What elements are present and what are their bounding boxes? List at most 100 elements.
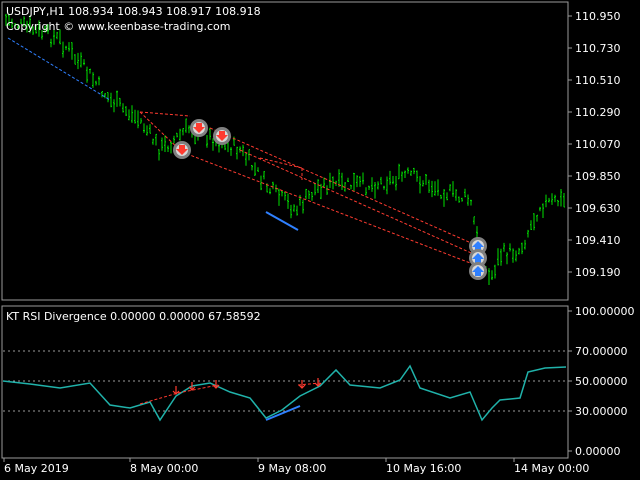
price-bar [563, 193, 565, 208]
price-divergence-lines [7, 37, 479, 267]
price-bar [71, 42, 73, 60]
price-bar [338, 169, 340, 187]
price-bar [173, 135, 175, 144]
svg-text:110.730: 110.730 [575, 42, 621, 55]
price-bar [458, 196, 460, 203]
price-bar [125, 106, 127, 116]
price-tick: 110.730 [568, 42, 621, 55]
price-bar [272, 181, 274, 190]
price-bar [398, 163, 400, 180]
price-bar [293, 204, 295, 212]
svg-text:110.510: 110.510 [575, 74, 621, 87]
price-bar [464, 188, 466, 198]
svg-text:109.850: 109.850 [575, 170, 621, 183]
price-bar [341, 172, 343, 190]
price-bar [425, 174, 427, 185]
price-bar [386, 176, 388, 195]
price-bar [524, 239, 526, 250]
price-bar [368, 185, 370, 190]
price-bar [422, 180, 424, 187]
price-bar [503, 242, 505, 252]
price-bar [377, 181, 379, 190]
price-bar [110, 92, 112, 108]
price-bar [320, 183, 322, 200]
price-bar [101, 91, 103, 98]
price-bar [188, 125, 190, 134]
time-tick: 9 May 08:00 [257, 458, 326, 475]
price-bar [92, 72, 94, 88]
price-bar [89, 68, 91, 74]
price-bar [308, 190, 310, 199]
svg-text:30.00000: 30.00000 [575, 405, 628, 418]
svg-text:9 May 08:00: 9 May 08:00 [258, 462, 326, 475]
signal-markers [173, 119, 487, 280]
price-bar [380, 176, 382, 185]
arrow-down-icon [212, 380, 220, 389]
price-axis: 110.950 110.730 110.510 110.290 110.070 … [568, 10, 621, 279]
price-bar [47, 24, 49, 35]
rsi-line [2, 364, 567, 422]
price-bar [452, 181, 454, 197]
svg-text:100.00000: 100.00000 [575, 305, 635, 318]
price-bar [38, 20, 40, 37]
price-bar [104, 93, 106, 99]
price-bar [143, 123, 145, 133]
time-tick: 14 May 00:00 [513, 458, 589, 475]
price-bar [518, 247, 520, 255]
price-bar [8, 14, 10, 26]
price-bar [83, 59, 85, 66]
price-bar [410, 170, 412, 176]
price-bar [95, 80, 97, 86]
svg-text:0.00000: 0.00000 [575, 445, 621, 458]
svg-text:109.410: 109.410 [575, 234, 621, 247]
price-bar [98, 76, 100, 86]
arrow-down-icon [176, 145, 188, 155]
price-bar [431, 180, 433, 198]
price-bar [515, 250, 517, 262]
price-bar [128, 109, 130, 121]
price-bar [407, 167, 409, 174]
price-bar [74, 54, 76, 65]
level-tick: 30.00000 [568, 405, 628, 418]
price-bar [302, 199, 304, 214]
level-tick: 70.00000 [568, 345, 628, 358]
price-bar [554, 194, 556, 203]
rsi-levels [3, 350, 567, 412]
price-bar [65, 45, 67, 51]
price-bar [269, 188, 271, 195]
price-bar [11, 18, 13, 29]
price-bar [551, 193, 553, 205]
price-bar [86, 66, 88, 83]
sell-marker [213, 127, 231, 145]
price-tick: 109.190 [568, 266, 621, 279]
price-bar [437, 179, 439, 196]
price-bar [245, 152, 247, 166]
price-bar [146, 125, 148, 136]
price-bar [290, 204, 292, 219]
rsi-bear-line [177, 384, 219, 394]
price-tick: 109.410 [568, 234, 621, 247]
price-bar [140, 118, 142, 124]
bear-divergence-line [259, 157, 303, 169]
price-bar [179, 128, 181, 141]
price-bar [374, 182, 376, 199]
price-bar [41, 30, 43, 40]
arrow-down-icon [298, 380, 306, 389]
price-bar [131, 105, 133, 123]
price-bar [509, 243, 511, 252]
level-tick: 50.00000 [568, 375, 628, 388]
price-bar [62, 41, 64, 58]
price-bar [68, 42, 70, 52]
price-bar [449, 184, 451, 192]
arrow-up-icon [472, 266, 484, 276]
price-bar [251, 165, 253, 171]
price-bar [53, 29, 55, 45]
price-bar [176, 132, 178, 138]
indicator-axis: 100.00000 70.00000 50.00000 30.00000 0.0… [568, 305, 635, 458]
price-bar [263, 171, 265, 180]
price-bar [167, 145, 169, 152]
bear-divergence-line [139, 111, 191, 117]
price-bar [473, 216, 475, 225]
arrow-up-icon [472, 241, 484, 251]
svg-text:8 May 00:00: 8 May 00:00 [130, 462, 198, 475]
